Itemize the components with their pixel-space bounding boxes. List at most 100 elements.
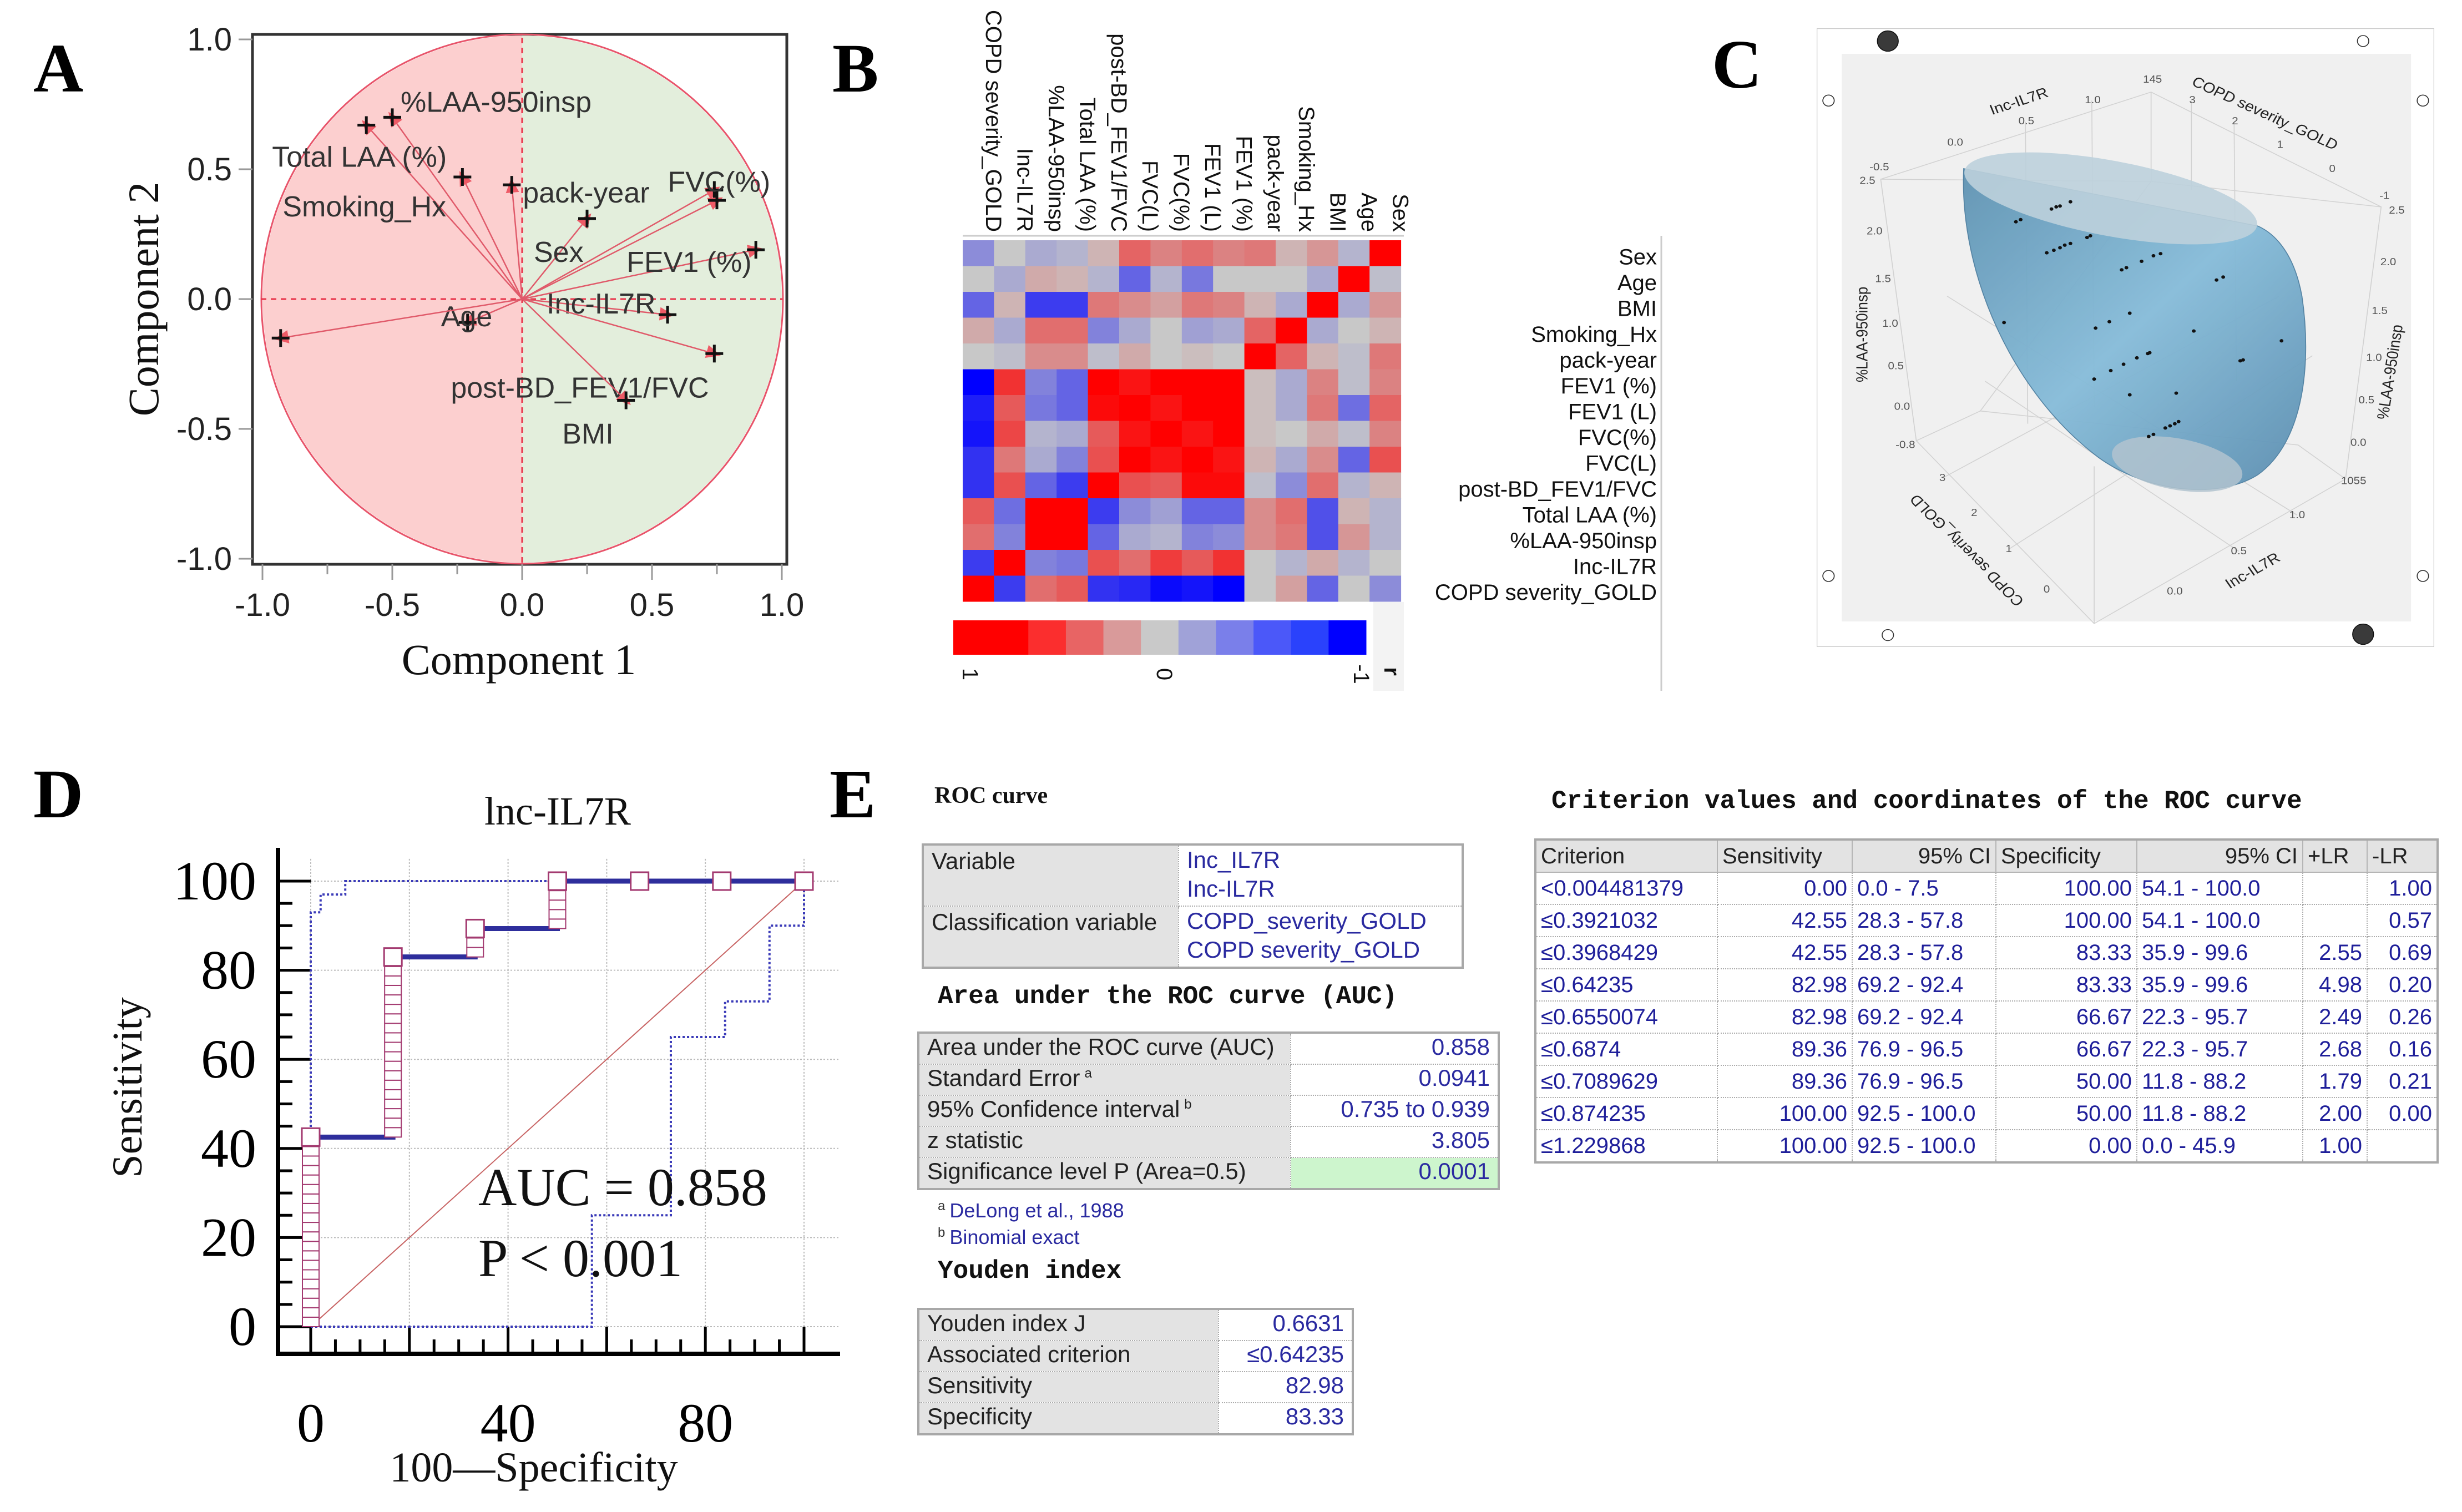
y-tick-label: 40: [201, 1117, 256, 1179]
heatmap-cell: [1056, 550, 1089, 576]
row-label: Variable: [922, 844, 1179, 907]
tick-label: 2: [2232, 115, 2238, 127]
table-row: ≤0.3968429 42.55 28.3 - 57.8 83.33 35.9 - 99…: [1535, 936, 2438, 969]
heatmap-cell: [1056, 524, 1089, 550]
heatmap-cell: [1025, 266, 1057, 292]
row-label: Age: [1617, 271, 1657, 295]
heatmap-cell: [1369, 421, 1402, 447]
heatmap-cell: [1025, 292, 1057, 318]
row-value: ≤0.64235: [1218, 1340, 1353, 1372]
heatmap-cell: [1244, 498, 1276, 524]
tick-label: 2.0: [2380, 256, 2397, 268]
roc-marker: [302, 1165, 320, 1176]
resize-handle: [2416, 94, 2429, 107]
heatmap-cell: [1276, 266, 1307, 292]
heatmap-cell: [1276, 524, 1307, 550]
y-tick-label: 0.5: [187, 151, 232, 188]
heatmap-cell: [963, 266, 994, 292]
heatmap-cell: [994, 292, 1026, 318]
column-label: BMI: [1326, 193, 1350, 232]
heatmap-cell: [1150, 447, 1182, 473]
tick-label: 0.0: [2167, 586, 2183, 598]
table-cell: ≤0.6550074: [1535, 1000, 1718, 1034]
roc-marker: [384, 1070, 402, 1081]
row-value: 82.98: [1218, 1371, 1353, 1403]
roc-marker: [384, 1004, 402, 1015]
roc-curve-plot: 100 80 60 40 20 00 40 80 lnc-IL7R 100—Specificity…: [104, 789, 840, 1491]
heatmap-cell: [994, 447, 1026, 473]
heatmap-cell: [1213, 550, 1245, 576]
heatmap-cell: [1119, 292, 1151, 318]
heatmap-cell: [1276, 343, 1307, 370]
label-text: Area under the ROC curve (AUC): [927, 1034, 1275, 1060]
heatmap-cell: [1307, 266, 1339, 292]
heatmap-cell: [1150, 550, 1182, 576]
table-cell: 0.69: [2367, 936, 2438, 969]
tick-label: 1: [2006, 543, 2012, 555]
data-point: [2054, 205, 2059, 209]
resize-handle: [1882, 629, 1894, 641]
heatmap-cell: [1025, 240, 1057, 266]
loading-vector: [522, 298, 668, 316]
footnote: b Binomial exact: [938, 1225, 1079, 1249]
footnote-text: Binomial exact: [949, 1226, 1080, 1248]
point-label: Smoking_Hx: [282, 191, 446, 223]
heatmap-cell: [1119, 550, 1151, 576]
heatmap-cell: [1181, 240, 1214, 266]
tick-label: -0.5: [1869, 161, 1889, 173]
table-cell: 28.3 - 57.8: [1852, 904, 1996, 937]
column-label: post-BD_FEV1/FVC: [1106, 33, 1131, 232]
roc-marker: [384, 994, 402, 1005]
heatmap-cell: [1150, 498, 1182, 524]
label-text: Significance level P (Area=0.5): [927, 1158, 1246, 1184]
row-label: z statistic: [918, 1126, 1291, 1158]
roc-marker: [302, 1202, 320, 1213]
table-cell: 28.3 - 57.8: [1852, 936, 1996, 969]
heatmap-cell: [1244, 395, 1276, 421]
table-cell: ≤0.6874: [1535, 1033, 1718, 1066]
3d-ellipsoid-plot[interactable]: 2.5 2.0 1.5 1.0 0.5 0.0 -0.8 -0.5 0.0 0.5 1.0 145 3 2…: [1817, 28, 2434, 647]
footnote-text: DeLong et al., 1988: [949, 1199, 1124, 1222]
tick-label: 0.5: [2019, 115, 2035, 127]
table-row: ≤0.3921032 42.55 28.3 - 57.8 100.00 54.1 - 1…: [1535, 904, 2438, 937]
table-cell: 83.33: [1995, 968, 2137, 1002]
heatmap-cell: [1213, 395, 1245, 421]
heatmap-cell: [1088, 369, 1120, 396]
heatmap-cell: [1088, 421, 1120, 447]
colorbar-segment: [1065, 620, 1104, 655]
roc-marker-large: [383, 947, 403, 967]
data-point: [2014, 220, 2018, 224]
heatmap-cell: [1056, 292, 1089, 318]
panel-letter-a: A: [33, 31, 84, 107]
data-point: [2241, 358, 2245, 362]
data-point: [2172, 422, 2177, 426]
heatmap-cell: [1150, 343, 1182, 370]
data-point: [2045, 251, 2049, 255]
heatmap-cell: [1369, 292, 1402, 318]
heatmap-cell: [1307, 343, 1339, 370]
heatmap-cell: [1088, 266, 1120, 292]
data-point: [2058, 204, 2062, 208]
heatmap-cell: [1056, 317, 1089, 344]
roc-marker: [302, 1241, 320, 1252]
row-label: Total LAA (%): [1523, 503, 1657, 527]
heatmap-cell: [1244, 343, 1276, 370]
data-point: [2279, 339, 2284, 343]
heatmap-cell: [1338, 317, 1370, 344]
row-label: Specificity: [918, 1402, 1219, 1435]
row-values: Inc_IL7R Inc-IL7R: [1178, 844, 1463, 907]
data-point: [2019, 218, 2023, 221]
heatmap-cell: [963, 317, 994, 344]
heatmap-cell: [1338, 498, 1370, 524]
heatmap-cell: [1088, 292, 1120, 318]
table-cell: 82.98: [1717, 968, 1853, 1002]
heatmap-cell: [1119, 395, 1151, 421]
table-cell: 82.98: [1717, 1000, 1853, 1034]
heatmap-cell: [1338, 369, 1370, 396]
table-row: Variable Inc_IL7R Inc-IL7R: [922, 844, 1463, 907]
heatmap-cell: [1276, 472, 1307, 499]
heatmap-cell: [1307, 421, 1339, 447]
heatmap-cell: [1244, 447, 1276, 473]
roc-marker-large: [794, 871, 814, 891]
